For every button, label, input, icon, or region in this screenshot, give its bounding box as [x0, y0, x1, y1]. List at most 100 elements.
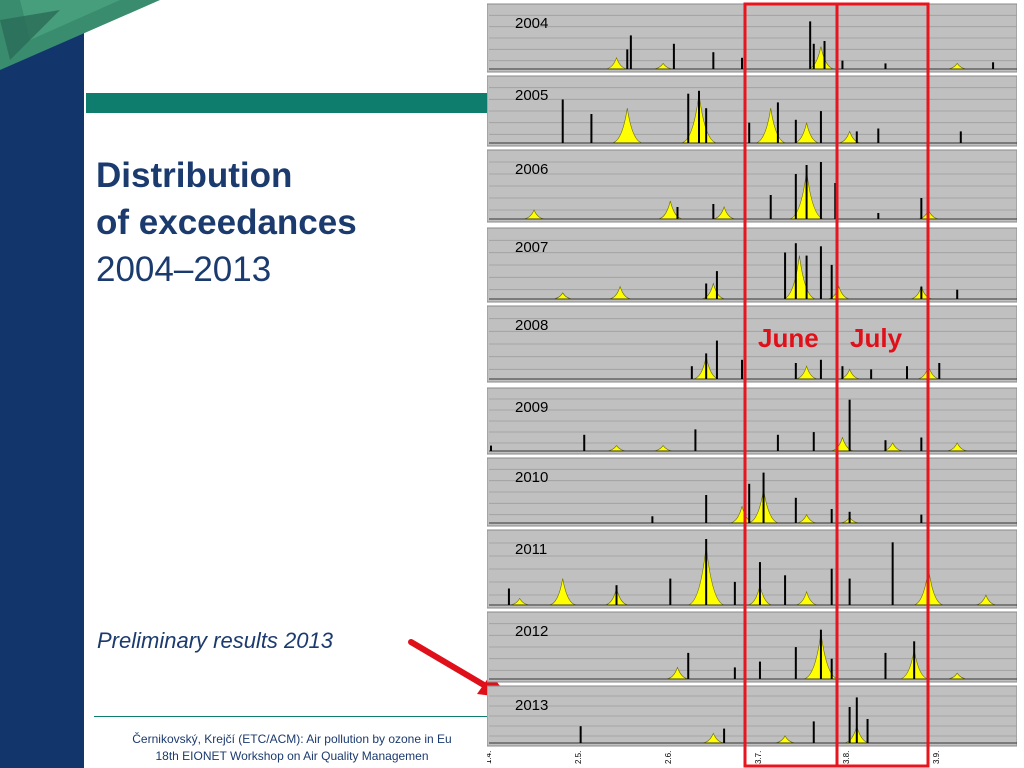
bar-mark — [579, 726, 582, 743]
bar-mark — [784, 575, 787, 605]
bar-mark — [741, 359, 744, 379]
bar-mark — [866, 719, 869, 743]
footer-divider — [94, 716, 490, 717]
sidebar-band — [0, 0, 84, 768]
x-tick-label: 2.5. — [574, 751, 583, 764]
bar-mark — [992, 62, 995, 69]
bar-mark — [712, 52, 715, 69]
bar-mark — [805, 165, 808, 219]
bar-mark — [694, 429, 697, 451]
bar-mark — [805, 255, 808, 299]
bar-mark — [490, 445, 492, 451]
bar-mark — [794, 119, 797, 143]
year-panel-2010: 2010 — [487, 457, 1017, 527]
bar-mark — [855, 131, 858, 143]
bar-mark — [927, 562, 930, 605]
year-panel-2013: 2013 — [487, 685, 1017, 747]
footer-line-2: 18th EIONET Workshop on Air Quality Mana… — [155, 749, 429, 763]
bar-mark — [626, 49, 629, 69]
bar-mark — [776, 102, 779, 143]
bar-mark — [841, 60, 844, 69]
title-years: 2004–2013 — [96, 250, 272, 289]
bar-mark — [959, 131, 962, 143]
year-panel-2011: 2011 — [487, 529, 1017, 609]
bar-mark — [920, 514, 923, 523]
slide-title: Distribution of exceedances 2004–2013 — [96, 152, 357, 293]
year-panel-2012: 2012 — [487, 611, 1017, 683]
year-label: 2005 — [515, 87, 548, 104]
bar-mark — [794, 243, 797, 299]
year-panel-2009: 2009 — [487, 387, 1017, 455]
x-tick-label: 1.4. — [487, 751, 493, 764]
preliminary-results-label: Preliminary results 2013 — [97, 628, 333, 653]
year-label: 2006 — [515, 161, 548, 178]
bar-mark — [776, 434, 779, 451]
bar-mark — [687, 652, 690, 679]
year-label: 2004 — [515, 15, 548, 32]
year-label: 2011 — [515, 541, 547, 558]
x-tick-label: 3.9. — [932, 751, 941, 764]
bar-mark — [672, 43, 675, 69]
title-line-1: Distribution — [96, 156, 293, 195]
bar-mark — [762, 472, 765, 523]
area-mark — [611, 108, 644, 144]
bar-mark — [748, 483, 751, 523]
bar-mark — [676, 207, 679, 219]
bar-mark — [848, 399, 851, 451]
bar-mark — [938, 363, 941, 379]
bar-mark — [705, 495, 708, 523]
bar-mark — [758, 562, 761, 605]
area-mark — [657, 200, 684, 220]
bar-mark — [877, 213, 880, 219]
bar-mark — [794, 174, 797, 219]
exceedance-panels-chart: 2004 2005 2006 2007 2008 2009 2010 2011 2012 2013… — [487, 3, 1017, 764]
corner-map-decoration — [0, 0, 160, 70]
bar-mark — [920, 437, 923, 451]
bar-mark — [819, 359, 822, 379]
bar-mark — [794, 497, 797, 523]
bar-mark — [913, 641, 916, 679]
bar-mark — [794, 647, 797, 679]
bar-mark — [855, 697, 858, 743]
bar-mark — [561, 99, 564, 143]
bar-mark — [906, 366, 908, 379]
bar-mark — [705, 283, 708, 299]
year-panel-2007: 2007 — [487, 227, 1017, 303]
bar-mark — [891, 542, 894, 605]
bar-mark — [823, 41, 826, 69]
bar-mark — [809, 21, 812, 69]
bar-mark — [733, 667, 736, 679]
bar-mark — [927, 664, 930, 679]
bar-mark — [956, 289, 959, 299]
bar-mark — [651, 516, 654, 523]
year-label: 2010 — [515, 469, 548, 486]
bar-mark — [830, 264, 833, 299]
x-tick-label: 2.6. — [664, 751, 673, 764]
footer-line-1: Černikovský, Krejčí (ETC/ACM): Air pollu… — [132, 732, 452, 746]
area-mark — [548, 578, 577, 606]
title-accent-bar — [86, 93, 488, 113]
bar-mark — [920, 286, 923, 299]
bar-mark — [812, 721, 815, 743]
july-label: July — [850, 323, 903, 353]
bar-mark — [819, 162, 822, 219]
bar-mark — [877, 128, 880, 143]
bar-mark — [819, 246, 822, 299]
bar-mark — [830, 568, 833, 605]
bar-mark — [927, 122, 930, 143]
bar-mark — [848, 707, 851, 743]
bar-mark — [712, 204, 715, 219]
bar-mark — [669, 578, 672, 605]
year-panel-2006: 2006 — [487, 149, 1017, 223]
june-label: June — [758, 323, 819, 353]
year-label: 2012 — [515, 623, 548, 640]
x-tick-label: 3.7. — [754, 751, 763, 764]
bar-mark — [884, 652, 887, 679]
bar-mark — [690, 366, 693, 379]
bar-mark — [870, 369, 873, 379]
bar-mark — [615, 585, 618, 605]
bar-mark — [507, 588, 510, 605]
bar-mark — [812, 43, 815, 69]
bar-mark — [583, 434, 586, 451]
bar-mark — [698, 90, 700, 143]
